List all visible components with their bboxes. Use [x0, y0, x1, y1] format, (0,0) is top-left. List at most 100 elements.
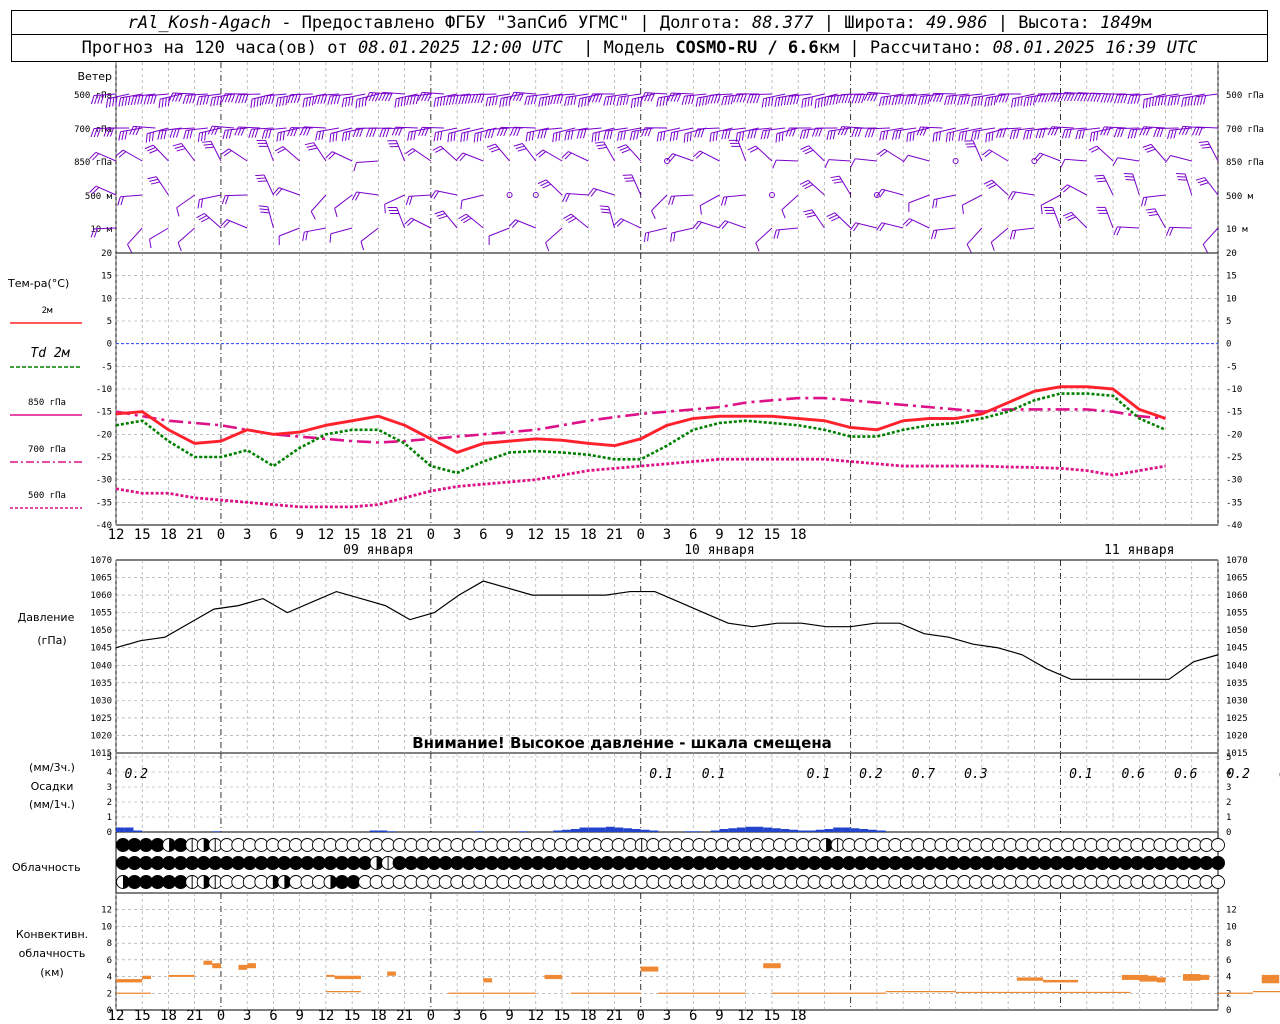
wind-barb-feather [145, 133, 148, 143]
wind-barb-feather [436, 212, 446, 217]
wind-barb-feather [804, 211, 814, 216]
wind-barb [396, 93, 418, 100]
wind-barb [684, 93, 707, 97]
precip-bar [553, 830, 563, 832]
wind-barb-feather [132, 126, 138, 136]
pressure-warning: Внимание! Высокое давление - шкала смеще… [412, 734, 832, 752]
wind-barb-feather [750, 129, 754, 139]
wind-barb-feather [820, 97, 823, 107]
wind-barb-feather [876, 188, 883, 197]
wind-barb-feather [594, 141, 604, 144]
wind-barb-feather [1061, 129, 1066, 139]
wind-barb-feather [439, 131, 443, 141]
wind-barb-feather [870, 92, 875, 102]
wind-barb [94, 93, 117, 96]
wind-barb [776, 93, 799, 99]
wind-barb [343, 127, 366, 134]
pres-tick-label: 1045 [90, 644, 112, 654]
wind-barb [990, 227, 1009, 243]
wind-barb [527, 127, 550, 134]
cloud-half-fill [203, 875, 211, 889]
wind-barb [645, 227, 668, 234]
alt-value: 1849 [1100, 12, 1142, 33]
wind-barb-feather [1054, 93, 1059, 102]
wind-barb [854, 158, 877, 162]
cloud-clear-icon [369, 875, 384, 889]
cloud-clear-icon [853, 838, 868, 852]
wind-barb-feather [253, 98, 256, 108]
wind-barb-feather [697, 128, 702, 138]
wind-barb-feather [268, 129, 272, 139]
wind-barb-feather [407, 219, 415, 227]
wind-barb [304, 227, 326, 233]
precip-bar [736, 827, 746, 832]
precip-bar [369, 830, 379, 832]
wind-barb-feather [306, 127, 311, 136]
model-label: Модель [603, 38, 666, 58]
wind-barb-feather [477, 94, 482, 104]
wind-barb [789, 93, 812, 97]
wind-barb-feather [1057, 93, 1062, 103]
cloud-clear-icon [703, 838, 718, 852]
wind-barb-feather [445, 96, 449, 106]
temp-tick-label: -15 [96, 408, 112, 418]
wind-barb [1196, 93, 1219, 98]
wind-barb-feather [656, 132, 660, 142]
wind-barb-feather [597, 131, 600, 141]
cloud-clear-icon [692, 838, 707, 852]
wind-barb-feather [1036, 153, 1044, 162]
pres-tick-label-right: 1060 [1226, 591, 1248, 601]
precip-bar [780, 829, 790, 832]
wind-barb-feather [647, 92, 652, 102]
precip-bar [378, 830, 388, 832]
pres-tick-label-right: 1065 [1226, 574, 1248, 584]
temp-tick-label: -5 [101, 362, 112, 372]
wind-barb-feather [707, 94, 712, 104]
wind-barb-feather [256, 177, 266, 180]
wind-barb-feather [663, 131, 666, 141]
x-hour-label-bottom: 21 [186, 1008, 203, 1024]
wind-barb-feather [695, 221, 702, 230]
conv-bar [212, 963, 221, 969]
cloud-clear-icon [1211, 838, 1225, 852]
cloud-clear-icon [911, 875, 926, 889]
cloud-clear-icon [392, 838, 407, 852]
day-label: 11 января [1104, 543, 1174, 558]
wind-barb [723, 127, 746, 132]
conv-bar [1121, 974, 1149, 980]
wind-barb [645, 92, 668, 95]
wind-barb-feather [306, 144, 316, 148]
wind-barb-feather [146, 95, 151, 105]
wind-barb-feather [1198, 127, 1203, 136]
wind-barb-feather [815, 127, 820, 137]
wind-barb-feather [985, 181, 995, 187]
wind-barb-feather [578, 98, 581, 108]
wind-barb-feather [202, 95, 206, 105]
wind-barb-feather [511, 220, 519, 228]
wind-barb-feather [97, 94, 101, 104]
wind-barb [225, 127, 248, 131]
wind-barb [522, 143, 537, 162]
wind-barb-feather [432, 145, 442, 151]
pres-tick-label: 1060 [90, 591, 112, 601]
wind-barb-feather [117, 196, 121, 206]
wind-barb-feather [271, 94, 275, 104]
wind-barb [781, 194, 799, 211]
wind-barb-feather [902, 218, 910, 226]
wind-barb-feather [508, 96, 512, 106]
wind-barb-feather [907, 95, 912, 105]
calm-wind-marker [664, 158, 670, 164]
wind-barb-feather [329, 233, 332, 243]
wind-barb [360, 227, 379, 242]
wind-barb-feather [1026, 97, 1030, 107]
cloud-clear-icon [1061, 875, 1076, 889]
wind-barb-feather [488, 146, 498, 151]
wind-barb-feather [891, 130, 895, 140]
wind-barb-feather [144, 144, 154, 150]
wind-barb [750, 127, 772, 131]
wind-barb [95, 151, 117, 162]
cloud-clear-icon [473, 875, 488, 889]
temp-series-line [115, 392, 1167, 475]
wind-barb [1052, 207, 1062, 229]
